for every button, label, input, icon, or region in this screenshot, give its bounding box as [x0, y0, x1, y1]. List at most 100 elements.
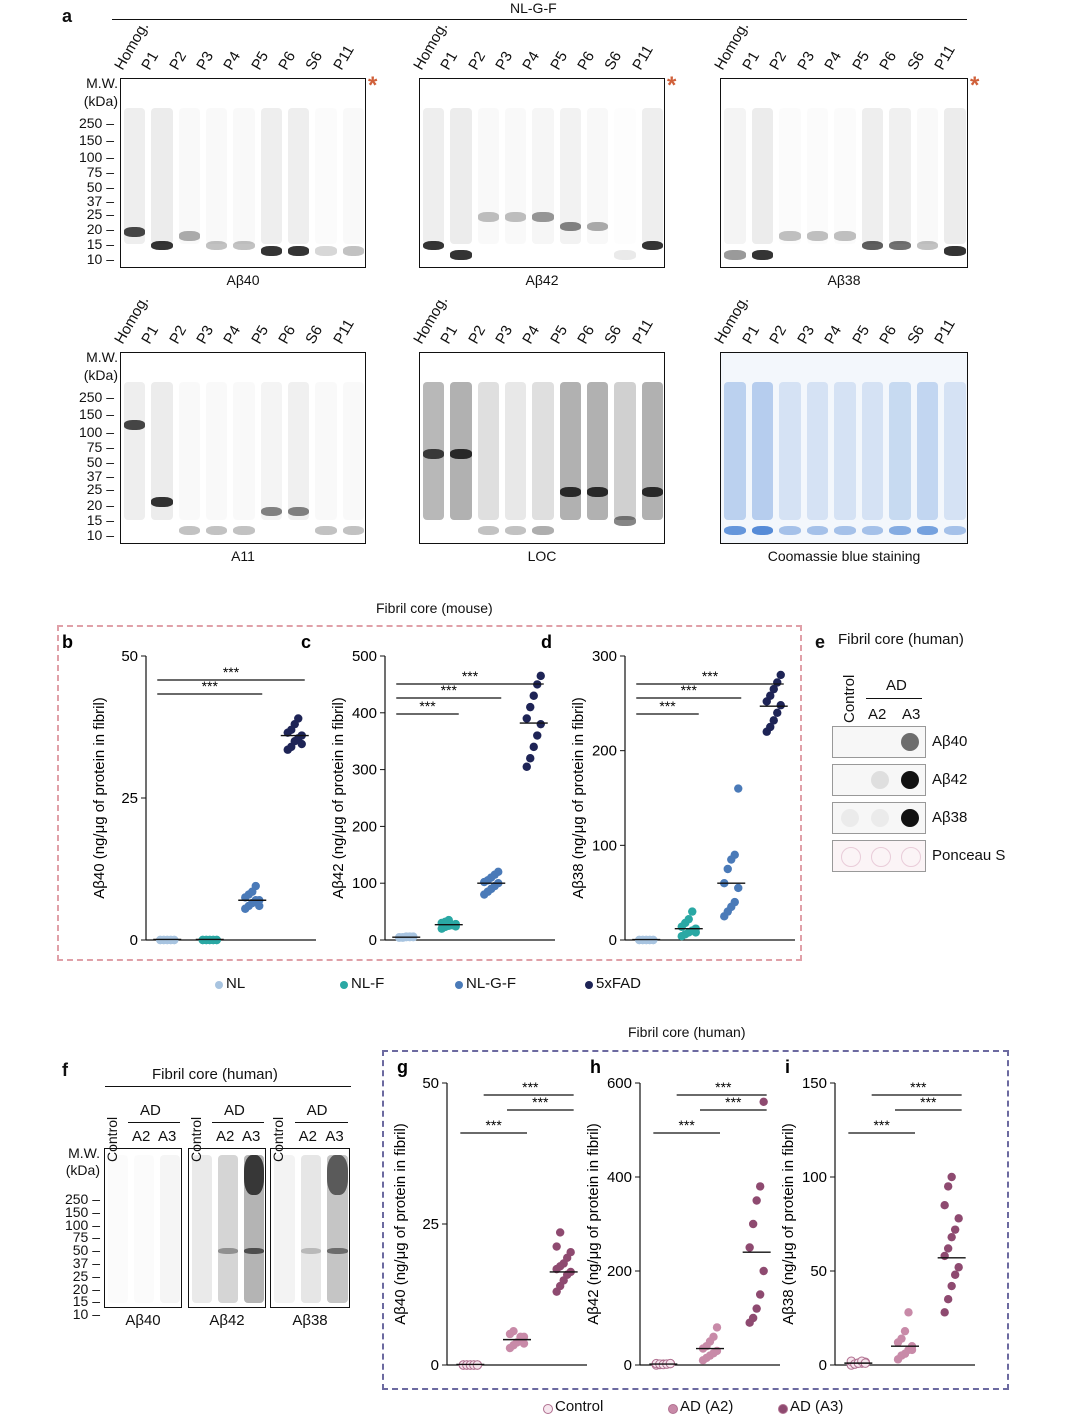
lane-label-P6: P6	[574, 48, 599, 73]
mw-marker: 250 –	[78, 114, 114, 131]
smear	[477, 381, 499, 521]
smear	[505, 381, 527, 521]
lane-label-S6: S6	[904, 322, 929, 347]
lane-label-P5: P5	[849, 48, 873, 73]
sig-label: ***	[659, 698, 676, 714]
panel-letter: i	[785, 1057, 790, 1077]
y-tick-label: 25	[121, 790, 138, 807]
band	[587, 221, 609, 231]
blot-caption: Aβ42	[209, 1312, 245, 1329]
mw-marker: 25 –	[86, 481, 114, 498]
lane-label-P1: P1	[138, 322, 163, 347]
y-tick-label: 600	[607, 1075, 632, 1092]
smear	[944, 381, 966, 521]
band	[124, 227, 146, 237]
band	[532, 525, 554, 536]
dot-blot-strip	[832, 840, 926, 872]
sig-label: ***	[202, 678, 219, 694]
data-point	[734, 883, 743, 893]
mw-title: M.W.	[86, 75, 118, 91]
panel-letter: d	[541, 632, 552, 652]
dot	[841, 809, 859, 827]
band	[944, 525, 966, 536]
strain-line	[112, 19, 967, 20]
smear	[559, 107, 581, 245]
data-point	[709, 1332, 718, 1341]
sig-label: ***	[702, 668, 719, 684]
band	[779, 231, 801, 241]
data-point	[954, 1214, 963, 1223]
mw-marker: 10 –	[86, 527, 114, 544]
mw-marker: 50 –	[72, 1242, 100, 1259]
band	[244, 1248, 264, 1255]
smear	[532, 107, 554, 245]
dot	[901, 809, 919, 827]
band-top	[327, 1155, 348, 1195]
lane-label-S6: S6	[601, 48, 626, 73]
data-point	[773, 678, 782, 687]
band	[505, 212, 527, 222]
col-a3: A3	[158, 1128, 177, 1145]
smear	[559, 381, 581, 521]
band	[300, 1248, 322, 1255]
data-point	[950, 1270, 960, 1279]
smear	[807, 108, 829, 245]
band	[834, 231, 856, 241]
band	[315, 525, 337, 536]
mw-marker: 25 –	[86, 205, 114, 222]
mw-marker: 37 –	[86, 192, 114, 209]
smear	[179, 108, 200, 245]
band	[206, 240, 228, 250]
lane-label-P5: P5	[247, 322, 272, 347]
data-point	[943, 1244, 953, 1253]
data-point	[734, 784, 743, 793]
data-point	[526, 702, 535, 712]
chart-h: h 0 200 400 600 Aβ42 (ng/μg of protein in fib…	[585, 1057, 780, 1374]
dot-blot-label: Aβ40	[932, 733, 968, 750]
panel-letter: g	[397, 1057, 408, 1077]
data-point	[954, 1263, 963, 1272]
y-tick-label: 100	[352, 875, 377, 892]
panel-e-a3-label: A3	[902, 706, 921, 723]
data-point	[943, 1182, 953, 1191]
lane-label-P4: P4	[821, 48, 846, 73]
sig-label: ***	[441, 682, 458, 698]
lane-label-S6: S6	[302, 48, 327, 73]
smear	[834, 381, 856, 521]
y-axis-label: Aβ42 (ng/μg of protein in fibril)	[585, 1123, 602, 1325]
lane-label-P3: P3	[193, 48, 218, 73]
data-point	[529, 691, 538, 700]
panel-f-title: Fibril core (human)	[152, 1066, 278, 1083]
human-dashed-box	[382, 1050, 1009, 1390]
blot-caption: Aβ42	[525, 272, 559, 288]
sig-label: ***	[725, 1094, 742, 1110]
mw-marker: 15 –	[72, 1293, 100, 1310]
mw-marker: 100 –	[78, 423, 114, 440]
human-western-blot-2	[188, 1148, 266, 1308]
band	[505, 525, 527, 536]
data-point	[255, 901, 264, 911]
smear	[134, 1155, 154, 1303]
legend-dot	[778, 1404, 788, 1414]
mw-marker: 100 –	[64, 1216, 100, 1233]
y-tick-label: 300	[352, 762, 377, 779]
lane-label-P4: P4	[519, 48, 544, 73]
y-tick-label: 50	[422, 1075, 439, 1092]
y-tick-label: 0	[609, 932, 617, 949]
band	[315, 246, 337, 256]
dot-blot-strip	[832, 764, 926, 796]
y-tick-label: 0	[624, 1357, 632, 1374]
mw-marker: 15 –	[86, 236, 114, 253]
data-point	[766, 691, 775, 700]
y-axis-label: Aβ40 (ng/μg of protein in fibril)	[91, 697, 108, 899]
data-point	[748, 1219, 758, 1229]
panel-e-title: Fibril core (human)	[838, 631, 964, 648]
lane-label-P3: P3	[793, 48, 818, 73]
dot	[901, 771, 919, 789]
data-point	[536, 719, 545, 729]
y-axis-label: Aβ38 (ng/μg of protein in fibril)	[780, 1123, 797, 1325]
chart-b: b 0 25 50 Aβ40 (ng/μg of protein in fibril) *…	[62, 632, 316, 949]
smear	[206, 108, 227, 245]
western-blot-1	[120, 78, 366, 268]
dot	[871, 809, 889, 827]
